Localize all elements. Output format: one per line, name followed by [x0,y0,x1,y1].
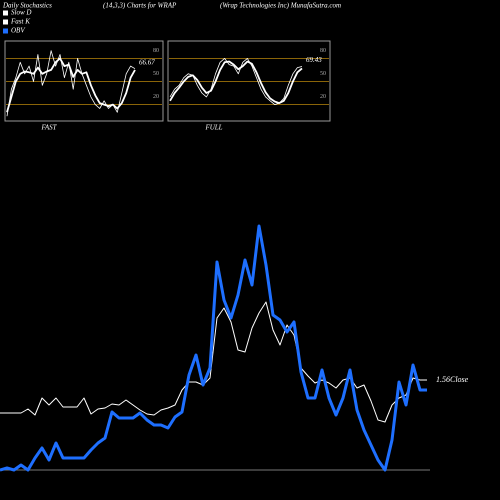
y-tick-label: 80 [153,48,159,54]
panel-frame [167,40,331,122]
panel-frame [4,40,164,122]
legend-swatch [3,28,8,34]
header-right: (Wrap Technologies Inc) MunafaSutra.com [220,2,341,10]
series-line [0,224,427,472]
annotation: 66.67 [139,58,155,66]
series-line [6,57,136,113]
legend-swatch [3,19,8,25]
y-tick-label: 20 [320,94,326,100]
y-tick-label: 50 [320,71,326,77]
y-tick-label: 20 [153,94,159,100]
legend-swatch [3,10,8,16]
legend-label: Slow D [11,9,31,17]
series-line [169,60,303,104]
panel-title: FAST [40,124,57,132]
annotation: 1.56Close [436,375,469,384]
header-center: (14,3,3) Charts for WRAP [103,2,177,10]
annotation: 69.43 [306,56,322,64]
series-line [0,301,427,423]
panel-title: FULL [204,124,222,132]
header-left: Daily Stochastics [2,2,52,10]
y-tick-label: 80 [320,48,326,54]
y-tick-label: 50 [153,71,159,77]
legend-label: OBV [11,27,25,35]
legend-label: Fast K [10,18,30,26]
